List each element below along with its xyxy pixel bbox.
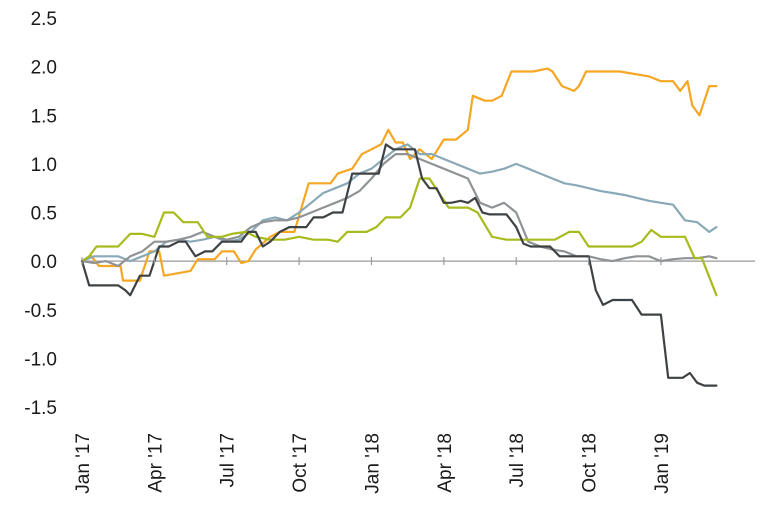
x-tick-label: Oct '18 — [580, 433, 601, 493]
y-axis-tick-labels: -1.5 -1.0 -0.5 0.0 0.5 1.0 1.5 2.0 2.5 — [24, 9, 57, 419]
series-line-5 — [80, 143, 718, 387]
y-tick-label: -1.0 — [24, 349, 57, 370]
series-line-2 — [80, 143, 718, 263]
x-axis-ticks — [81, 257, 662, 266]
y-tick-label: 0.0 — [31, 252, 57, 273]
y-tick-label: 1.0 — [31, 155, 57, 176]
x-tick-label: Jan '18 — [362, 433, 383, 494]
y-tick-label: -0.5 — [24, 301, 57, 322]
x-tick-label: Apr '18 — [435, 433, 456, 493]
x-tick-label: Jan '19 — [652, 433, 673, 494]
y-tick-label: -1.5 — [24, 398, 57, 419]
x-axis-tick-labels: Jan '17 Apr '17 Jul '17 Oct '17 Jan '18 Apr '… — [73, 433, 673, 494]
y-tick-label: 2.5 — [31, 9, 57, 30]
x-tick-label: Jan '17 — [73, 433, 94, 494]
y-tick-label: 1.5 — [31, 106, 57, 127]
series-line-3 — [80, 153, 718, 268]
y-tick-label: 0.5 — [31, 204, 57, 225]
x-tick-label: Jul '17 — [218, 433, 239, 487]
series-lines — [80, 67, 718, 387]
y-tick-label: 2.0 — [31, 58, 57, 79]
series-line-1 — [80, 67, 718, 282]
x-tick-label: Oct '17 — [290, 433, 311, 493]
x-tick-label: Jul '18 — [507, 433, 528, 487]
series-line-4 — [80, 177, 718, 297]
x-tick-label: Apr '17 — [145, 433, 166, 493]
